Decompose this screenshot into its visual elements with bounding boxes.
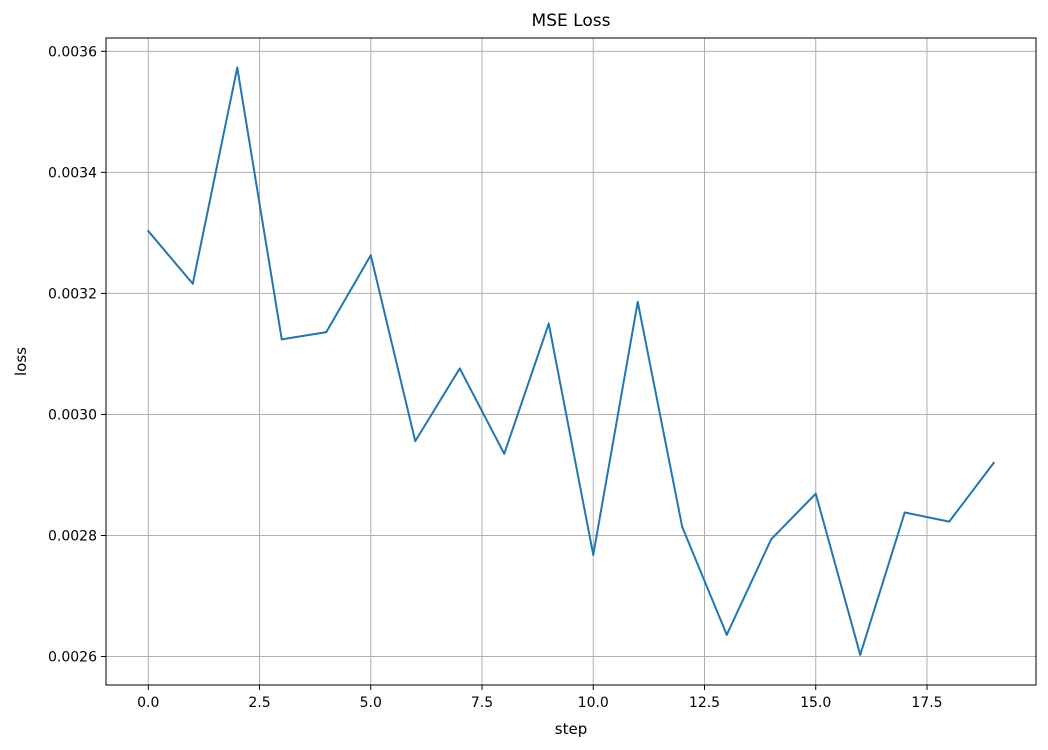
ticks: 0.0 2.5 5.0 7.5 10.0 12.5 15.0 17.5 0.0026 0.0028…	[48, 44, 943, 711]
data-point	[191, 282, 194, 285]
x-tick-label: 10.0	[578, 695, 609, 711]
y-axis-label: loss	[12, 347, 30, 376]
x-tick-label: 12.5	[689, 695, 720, 711]
data-point	[903, 511, 906, 514]
data-point	[636, 300, 639, 303]
data-point	[681, 526, 684, 529]
x-tick-label: 0.0	[137, 695, 159, 711]
loss-series-line	[147, 66, 995, 656]
chart-title: MSE Loss	[532, 11, 611, 31]
data-point	[814, 492, 817, 495]
data-point	[280, 338, 283, 341]
x-tick-label: 7.5	[471, 695, 493, 711]
data-point	[725, 633, 728, 636]
data-point	[369, 254, 372, 257]
y-tick-label: 0.0026	[48, 650, 97, 666]
grid	[106, 38, 1036, 685]
data-point	[547, 322, 550, 325]
y-tick-label: 0.0036	[48, 44, 97, 60]
data-point	[236, 66, 239, 69]
data-point	[948, 520, 951, 523]
series-layer	[147, 66, 995, 656]
y-tick-label: 0.0030	[48, 407, 97, 423]
y-tick-label: 0.0028	[48, 529, 97, 545]
data-point	[503, 452, 506, 455]
data-point	[770, 538, 773, 541]
data-point	[147, 230, 150, 233]
data-point	[458, 367, 461, 370]
plot-frame	[105, 37, 1037, 686]
x-tick-label: 5.0	[360, 695, 382, 711]
x-tick-label: 15.0	[800, 695, 831, 711]
data-point	[992, 461, 995, 464]
y-tick-label: 0.0032	[48, 286, 97, 302]
data-point	[592, 553, 595, 556]
data-point	[325, 331, 328, 334]
x-tick-label: 17.5	[911, 695, 942, 711]
y-tick-label: 0.0034	[48, 165, 97, 181]
x-tick-label: 2.5	[248, 695, 270, 711]
x-axis-label: step	[555, 720, 587, 738]
data-point	[859, 653, 862, 656]
data-point	[414, 440, 417, 443]
